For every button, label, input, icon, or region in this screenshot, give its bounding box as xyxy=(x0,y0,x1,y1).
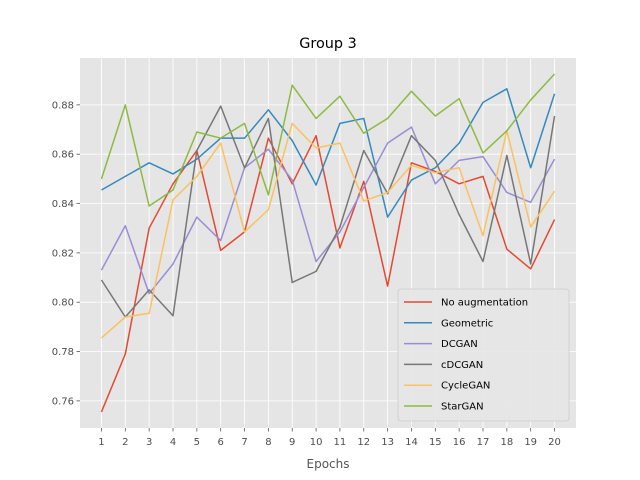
x-tick-label: 12 xyxy=(357,437,370,448)
series-line-cdcgan xyxy=(100,105,556,318)
x-tick-label: 16 xyxy=(453,437,466,448)
series-line-geometric xyxy=(101,88,556,218)
x-tick-label: 17 xyxy=(477,437,490,448)
x-tick-label: 19 xyxy=(524,437,537,448)
y-tick-label: 0.80 xyxy=(52,298,74,309)
y-tick-label: 0.88 xyxy=(52,100,74,111)
legend-box xyxy=(397,288,570,422)
x-tick-label: 13 xyxy=(381,437,394,448)
x-tick-label: 11 xyxy=(334,437,347,448)
x-tick-label: 14 xyxy=(405,437,418,448)
y-tick-label: 0.78 xyxy=(52,347,74,358)
series-line-cyclegan xyxy=(100,122,556,339)
legend-label-no-augmentation: No augmentation xyxy=(441,298,528,309)
y-tick-label: 0.76 xyxy=(52,396,74,407)
legend: No augmentation Geometric DCGAN cDCGAN Cycle… xyxy=(397,288,570,422)
x-axis-label: Epochs xyxy=(307,457,350,471)
series-lines xyxy=(100,73,556,413)
series-line-dcgan xyxy=(100,126,556,295)
x-tick-label: 10 xyxy=(310,437,323,448)
x-tick-label: 1 xyxy=(98,437,104,448)
x-tick-label: 3 xyxy=(146,437,152,448)
x-tick-label: 7 xyxy=(241,437,247,448)
x-tick-label: 15 xyxy=(429,437,442,448)
legend-label-geometric: Geometric xyxy=(441,318,493,329)
x-tick-label: 9 xyxy=(289,437,295,448)
legend-label-cyclegan: CycleGAN xyxy=(441,381,490,392)
x-tick-label: 4 xyxy=(170,437,176,448)
x-tick-label: 8 xyxy=(265,437,271,448)
x-tick-label: 20 xyxy=(548,437,561,448)
x-tick-label: 6 xyxy=(218,437,224,448)
chart-title: Group 3 xyxy=(299,36,357,52)
x-tick-label: 2 xyxy=(122,437,128,448)
x-tick-label: 18 xyxy=(500,437,513,448)
y-tick-label: 0.86 xyxy=(52,150,74,161)
legend-label-dcgan: DCGAN xyxy=(441,339,478,350)
series-line-stargan xyxy=(100,73,556,207)
legend-label-cdcgan: cDCGAN xyxy=(441,360,483,371)
axis-ticks: 1 2 3 4 5 6 7 8 9 10 11 12 13 14 15 16 17 18 19 200.760.780… xyxy=(52,100,561,448)
y-tick-label: 0.82 xyxy=(52,248,74,259)
series-line-no-augmentation xyxy=(100,134,556,413)
x-tick-label: 5 xyxy=(194,437,200,448)
legend-label-stargan: StarGAN xyxy=(441,402,484,413)
y-tick-label: 0.84 xyxy=(52,199,74,210)
